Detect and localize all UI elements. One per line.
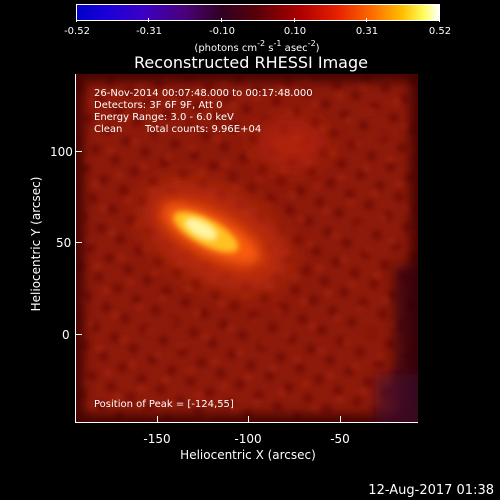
clean-label: Clean [94, 124, 123, 135]
y-tick-label: 50 [56, 236, 72, 250]
x-tick-mark [157, 416, 158, 422]
colorbar-tick-label: 0.31 [355, 26, 379, 37]
rhessi-image [76, 74, 418, 422]
colorbar-tick-label: -0.31 [136, 26, 162, 37]
y-axis-line [75, 74, 76, 423]
energy-range-info: Energy Range: 3.0 - 6.0 keV [94, 112, 234, 123]
colorbar-tick-label: 0.52 [428, 26, 452, 37]
colorbar-ticks [76, 4, 440, 22]
colorbar-tick-label: -0.52 [64, 26, 90, 37]
y-tick-mark [76, 242, 82, 243]
image-plot-area [76, 74, 418, 422]
y-tick-mark [76, 151, 82, 152]
x-tick-mark [340, 416, 341, 422]
total-counts: Total counts: 9.96E+04 [145, 124, 262, 135]
y-tick-label: 0 [62, 328, 70, 342]
x-tick-label: -50 [330, 432, 350, 446]
x-tick-label: -100 [234, 432, 262, 446]
x-axis-label: Heliocentric X (arcsec) [180, 448, 316, 462]
y-tick-mark [76, 334, 82, 335]
y-axis-label: Heliocentric Y (arcsec) [29, 176, 43, 312]
y-tick-label: 100 [50, 145, 73, 159]
x-tick-mark [248, 416, 249, 422]
image-title: Reconstructed RHESSI Image [134, 53, 368, 72]
colorbar-units: (photons cm-2 s-1 asec-2) [194, 39, 320, 54]
footer-timestamp: 12-Aug-2017 01:38 [368, 483, 494, 498]
colorbar-tick-label: 0.10 [283, 26, 307, 37]
observation-time-range: 26-Nov-2014 00:07:48.000 to 00:17:48.000 [94, 88, 313, 99]
colorbar [76, 4, 440, 21]
peak-position: Position of Peak = [-124,55] [94, 399, 234, 410]
x-tick-label: -150 [143, 432, 171, 446]
x-axis-line [76, 422, 418, 423]
detectors-info: Detectors: 3F 6F 9F, Att 0 [94, 100, 223, 111]
colorbar-tick-label: -0.10 [209, 26, 235, 37]
